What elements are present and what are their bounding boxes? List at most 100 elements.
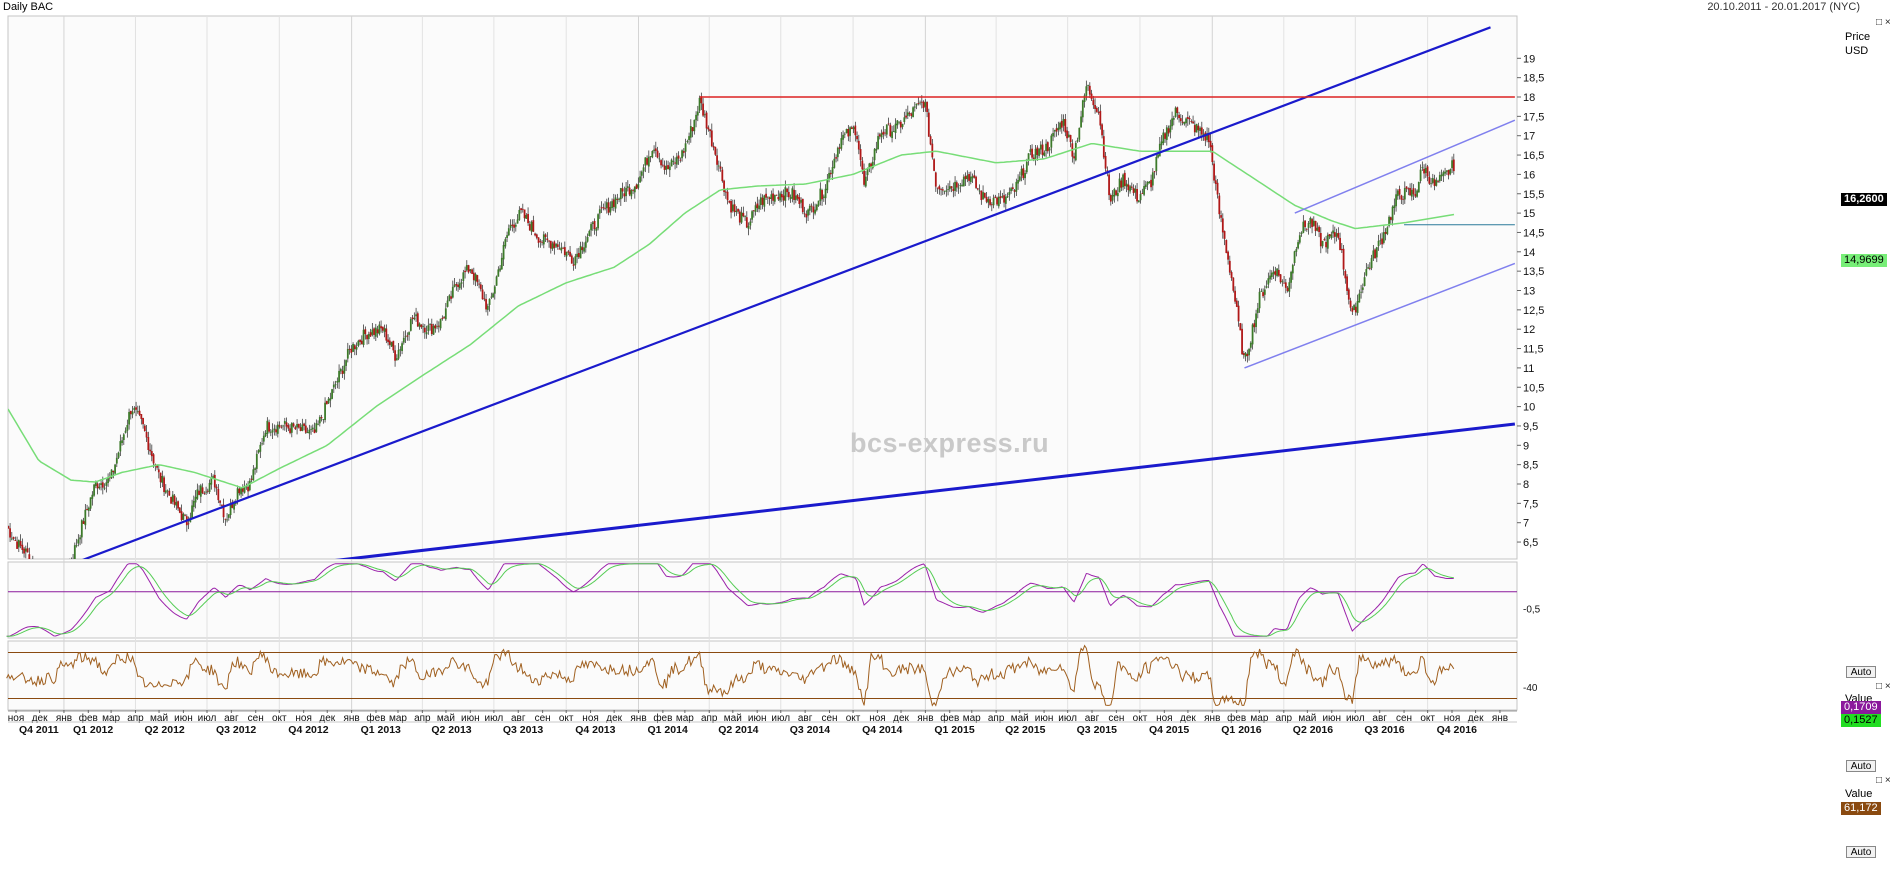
last-price-tag: 16,2600 (1841, 193, 1887, 206)
candle-body (1410, 189, 1413, 197)
candle-body (1225, 240, 1228, 254)
candle-body (1337, 233, 1340, 238)
candle-body (712, 145, 715, 148)
candle-body (1311, 219, 1313, 227)
candle-body (269, 431, 272, 433)
candle-body (754, 205, 757, 212)
close-icon[interactable]: × (1884, 681, 1891, 692)
candle-body (1162, 132, 1165, 144)
candle-body (495, 276, 498, 286)
candle-body (380, 326, 382, 329)
restore-icon[interactable]: □ (1876, 775, 1883, 786)
quarter-label: Q4 2015 (1149, 724, 1189, 736)
price-window-controls[interactable]: □ × (1876, 17, 1891, 28)
quarter-label: Q4 2011 (19, 724, 59, 736)
indicator1-auto-button[interactable]: Auto (1846, 760, 1876, 772)
candle-body (1207, 134, 1210, 143)
candle-body (752, 210, 755, 212)
candle-body (1398, 188, 1401, 195)
candle-body (1304, 220, 1306, 227)
candle-body (807, 209, 809, 216)
candle-body (131, 411, 134, 415)
candle-body (1001, 196, 1004, 198)
candle-body (301, 424, 304, 431)
candle-body (882, 131, 885, 135)
candle-body (304, 425, 307, 433)
candle-body (467, 265, 470, 273)
quarter-label: Q3 2015 (1077, 724, 1117, 736)
candle-body (1258, 291, 1261, 309)
candle-body (996, 197, 998, 205)
candle-body (331, 389, 333, 399)
candle-body (994, 196, 997, 198)
candle-body (618, 198, 620, 200)
close-icon[interactable]: × (1884, 17, 1891, 28)
candle-body (906, 112, 909, 116)
candle-body (751, 211, 753, 220)
candle-body (1218, 195, 1221, 215)
candle-body (801, 198, 804, 213)
restore-icon[interactable]: □ (1876, 681, 1883, 692)
candle-body (861, 160, 864, 170)
candle-body (409, 319, 412, 331)
candle-body (17, 539, 20, 548)
indicator2-window-controls[interactable]: □ × (1876, 775, 1891, 786)
candle-body (560, 247, 563, 251)
candle-body (730, 201, 732, 213)
restore-icon[interactable]: □ (1876, 17, 1883, 28)
candle-body (815, 204, 818, 211)
indicator1-window-controls[interactable]: □ × (1876, 681, 1891, 692)
candle-body (1347, 289, 1350, 300)
candle-body (166, 490, 169, 492)
candle-body (894, 123, 897, 133)
candle-body (355, 346, 358, 350)
candle-body (1022, 168, 1025, 179)
candle-body (570, 255, 573, 264)
candle-body (264, 433, 267, 437)
candle-body (381, 326, 384, 331)
candle-body (989, 199, 991, 205)
candle-body (800, 200, 802, 203)
close-icon[interactable]: × (1884, 775, 1891, 786)
candle-body (290, 422, 293, 433)
candle-body (212, 476, 214, 478)
candle-body (1193, 125, 1196, 133)
indicator1-line-2 (6, 563, 1454, 637)
candle-body (1176, 107, 1179, 114)
candle-body (527, 213, 529, 224)
candle-body (392, 340, 395, 351)
candle-body (747, 225, 750, 229)
candle-body (173, 495, 176, 505)
candle-body (1340, 248, 1343, 251)
candle-body (227, 514, 230, 518)
candle-body (1073, 156, 1075, 159)
price-tick-label: 8,5 (1523, 460, 1538, 472)
candle-body (1036, 147, 1039, 155)
month-label: янв (917, 713, 933, 724)
candle-body (254, 468, 256, 470)
quarter-label: Q1 2014 (648, 724, 688, 736)
price-auto-button[interactable]: Auto (1846, 666, 1876, 678)
candle-body (1332, 230, 1334, 234)
candle-body (1214, 180, 1217, 184)
candle-body (240, 488, 242, 495)
month-label: сен (535, 713, 551, 724)
indicator2-auto-button[interactable]: Auto (1846, 846, 1876, 858)
month-label: янв (343, 713, 359, 724)
month-label: ноя (295, 713, 312, 724)
candle-body (1316, 227, 1319, 231)
candle-body (1076, 140, 1079, 142)
candle-body (1368, 267, 1371, 269)
candle-body (749, 221, 752, 226)
candle-body (1172, 117, 1175, 120)
candle-body (8, 526, 10, 529)
candle-body (798, 197, 801, 205)
candle-body (812, 206, 815, 213)
candle-body (1204, 132, 1207, 141)
candle-body (1067, 134, 1070, 138)
candle-body (168, 490, 171, 496)
month-label: авг (798, 713, 813, 724)
month-label: мар (963, 713, 981, 724)
candle-body (1339, 237, 1341, 251)
